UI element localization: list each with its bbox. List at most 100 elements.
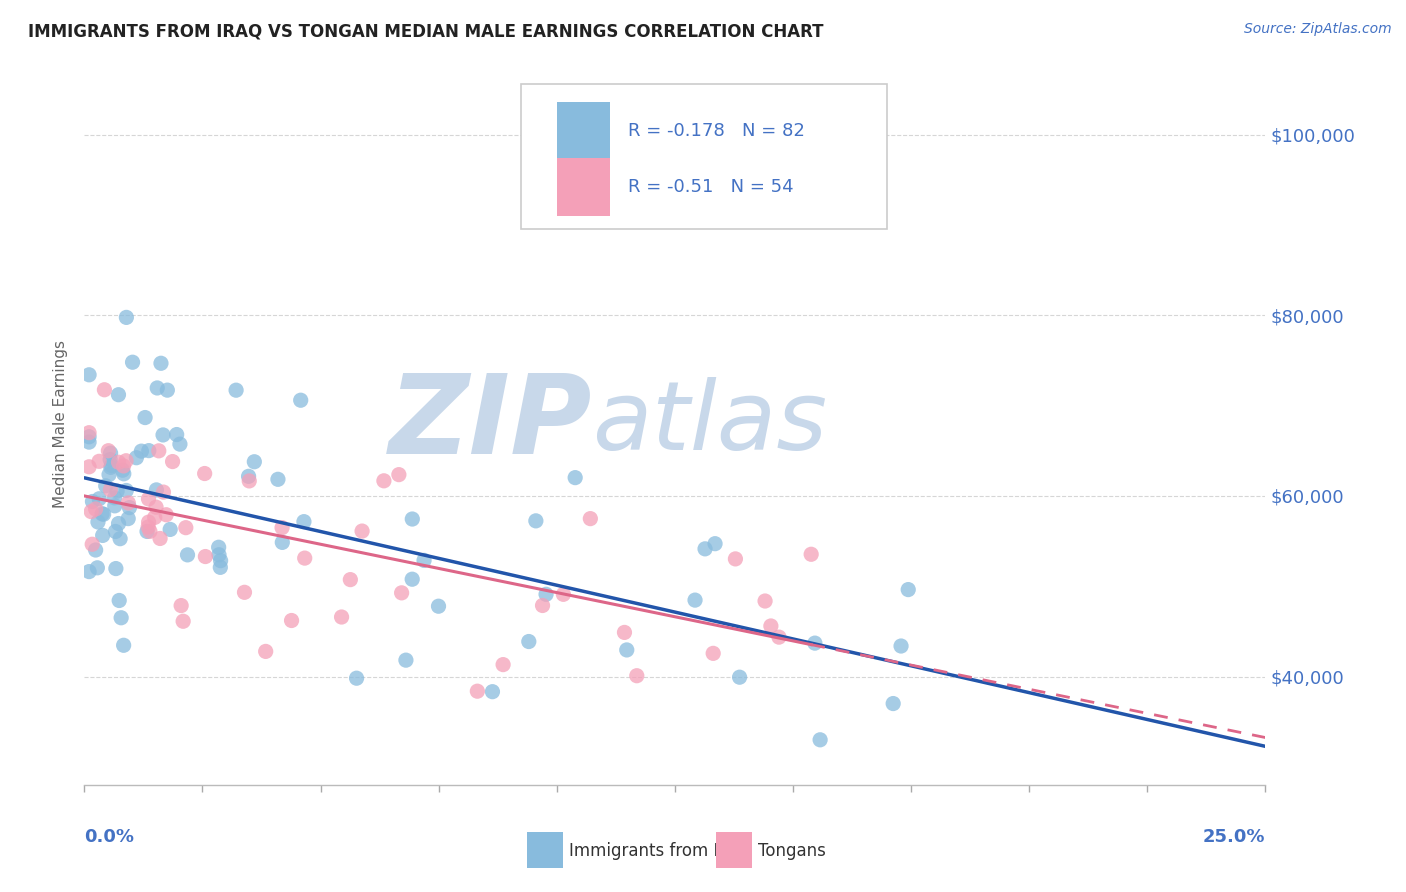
Point bbox=[759, 619, 782, 633]
Y-axis label: Median Male Earnings: Median Male Earnings bbox=[53, 340, 69, 508]
Point bbox=[100, 460, 122, 475]
Point bbox=[174, 521, 197, 535]
Point bbox=[117, 496, 139, 510]
Point bbox=[77, 435, 100, 450]
Point bbox=[143, 510, 166, 524]
Point bbox=[100, 483, 122, 497]
Point bbox=[98, 467, 121, 482]
Point bbox=[290, 393, 312, 408]
Point bbox=[125, 450, 148, 465]
Point bbox=[804, 636, 827, 650]
Point bbox=[138, 515, 160, 529]
FancyBboxPatch shape bbox=[716, 832, 752, 868]
Point bbox=[100, 458, 122, 473]
Point bbox=[808, 732, 831, 747]
Point bbox=[107, 388, 129, 402]
Point bbox=[152, 428, 174, 442]
Point bbox=[395, 653, 418, 667]
Point bbox=[112, 467, 135, 481]
Text: Immigrants from Iraq: Immigrants from Iraq bbox=[568, 842, 745, 861]
Point bbox=[176, 548, 198, 562]
Text: 25.0%: 25.0% bbox=[1204, 829, 1265, 847]
FancyBboxPatch shape bbox=[527, 832, 562, 868]
Point bbox=[613, 625, 636, 640]
Point bbox=[233, 585, 256, 599]
Point bbox=[87, 515, 110, 529]
Point bbox=[208, 541, 231, 555]
Point bbox=[209, 554, 232, 568]
Point bbox=[467, 684, 489, 698]
Point bbox=[80, 505, 103, 519]
Point bbox=[724, 552, 747, 566]
Point bbox=[524, 514, 547, 528]
Point bbox=[100, 446, 122, 460]
Point bbox=[149, 532, 172, 546]
Text: atlas: atlas bbox=[592, 377, 827, 470]
Point bbox=[115, 454, 138, 468]
Point bbox=[170, 599, 193, 613]
Point bbox=[77, 565, 100, 579]
Point bbox=[346, 671, 368, 685]
Point bbox=[162, 454, 184, 468]
Point bbox=[616, 643, 638, 657]
Text: R = -0.178   N = 82: R = -0.178 N = 82 bbox=[627, 122, 804, 140]
Point bbox=[136, 520, 159, 534]
Point bbox=[82, 537, 104, 551]
Point bbox=[91, 507, 114, 521]
Point bbox=[94, 479, 117, 493]
Text: IMMIGRANTS FROM IRAQ VS TONGAN MEDIAN MALE EARNINGS CORRELATION CHART: IMMIGRANTS FROM IRAQ VS TONGAN MEDIAN MA… bbox=[28, 22, 824, 40]
Point bbox=[209, 560, 232, 574]
Point bbox=[115, 483, 138, 498]
Text: R = -0.51   N = 54: R = -0.51 N = 54 bbox=[627, 178, 793, 195]
Point bbox=[77, 430, 100, 444]
Point bbox=[728, 670, 751, 684]
Point bbox=[238, 474, 260, 488]
Point bbox=[292, 515, 315, 529]
Point bbox=[391, 586, 413, 600]
Point bbox=[146, 381, 169, 395]
Point bbox=[112, 458, 135, 473]
Point bbox=[401, 512, 423, 526]
Point bbox=[492, 657, 515, 672]
Point bbox=[77, 459, 100, 474]
Point bbox=[553, 587, 575, 601]
Point bbox=[294, 551, 316, 566]
Point bbox=[149, 356, 172, 370]
Point bbox=[87, 454, 110, 468]
Point bbox=[704, 537, 727, 551]
Point bbox=[271, 520, 294, 534]
Point bbox=[243, 455, 266, 469]
FancyBboxPatch shape bbox=[557, 103, 610, 160]
FancyBboxPatch shape bbox=[557, 158, 610, 216]
Point bbox=[800, 547, 823, 561]
Point bbox=[115, 310, 138, 325]
Point bbox=[238, 469, 260, 483]
Point bbox=[89, 491, 111, 506]
Point bbox=[108, 532, 131, 546]
Point bbox=[427, 599, 450, 614]
Point bbox=[517, 634, 540, 648]
Point bbox=[626, 669, 648, 683]
Point bbox=[702, 646, 724, 660]
Point bbox=[531, 599, 554, 613]
Point bbox=[107, 455, 129, 469]
Point bbox=[104, 499, 127, 513]
Point bbox=[131, 444, 153, 458]
Point bbox=[413, 553, 436, 567]
Point bbox=[138, 443, 160, 458]
Point bbox=[145, 483, 167, 497]
Point bbox=[107, 516, 129, 531]
Point bbox=[882, 697, 904, 711]
Point bbox=[339, 573, 361, 587]
Point bbox=[169, 437, 191, 451]
Point bbox=[579, 511, 602, 525]
Point bbox=[564, 470, 586, 484]
Text: ZIP: ZIP bbox=[388, 370, 592, 477]
Point bbox=[104, 524, 127, 539]
Point bbox=[388, 467, 411, 482]
Point bbox=[148, 443, 170, 458]
Point bbox=[103, 491, 125, 505]
Text: Source: ZipAtlas.com: Source: ZipAtlas.com bbox=[1244, 22, 1392, 37]
Point bbox=[118, 500, 141, 515]
Point bbox=[139, 524, 162, 539]
